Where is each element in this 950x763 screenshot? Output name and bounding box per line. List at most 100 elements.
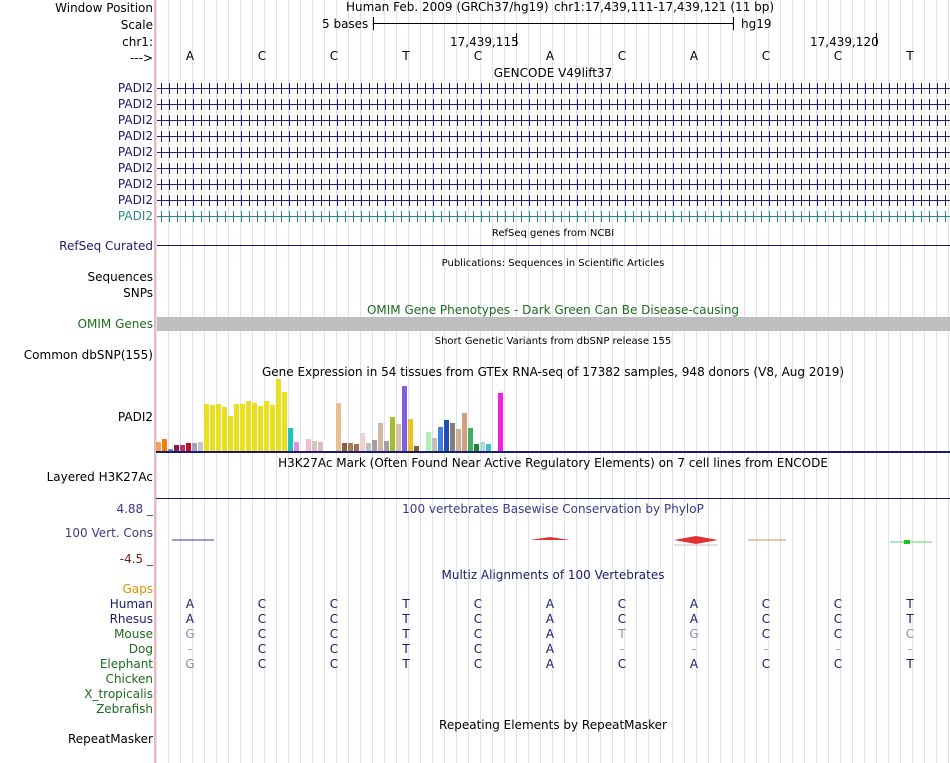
gtex-tissue-bar[interactable]: [438, 427, 443, 451]
gtex-tissue-bar[interactable]: [498, 393, 503, 451]
gtex-tissue-bar[interactable]: [234, 404, 239, 451]
gaps-label[interactable]: Gaps: [122, 582, 153, 596]
gtex-tissue-bar[interactable]: [426, 432, 431, 451]
gtex-tissue-bar[interactable]: [378, 423, 383, 451]
gtex-tissue-bar[interactable]: [444, 420, 449, 451]
h3k27ac-label[interactable]: Layered H3K27Ac: [46, 470, 153, 484]
gtex-tissue-bar[interactable]: [390, 417, 395, 451]
species-label[interactable]: Elephant: [99, 657, 153, 671]
gtex-tissue-bar[interactable]: [204, 404, 209, 451]
dbsnp-label[interactable]: Common dbSNP(155): [23, 348, 153, 362]
species-label[interactable]: Mouse: [114, 627, 153, 641]
phylop-label[interactable]: 100 Vert. Cons: [64, 526, 153, 540]
gtex-tissue-bar[interactable]: [258, 406, 263, 451]
gencode-transcript-label[interactable]: PADI2: [117, 161, 153, 175]
gtex-tissue-bar[interactable]: [336, 403, 341, 451]
species-label[interactable]: Rhesus: [109, 612, 153, 626]
gtex-tissue-bar[interactable]: [168, 449, 173, 451]
gtex-tissue-bar[interactable]: [492, 450, 497, 451]
gtex-tissue-bar[interactable]: [282, 392, 287, 451]
gtex-tissue-bar[interactable]: [270, 405, 275, 451]
gtex-tissue-bar[interactable]: [180, 445, 185, 451]
gtex-tissue-bar[interactable]: [312, 441, 317, 451]
gtex-tissue-bar[interactable]: [324, 440, 329, 451]
gencode-transcript-feature[interactable]: [157, 179, 950, 190]
refseq-title: RefSeq genes from NCBI: [491, 228, 615, 239]
gtex-tissue-bar[interactable]: [414, 446, 419, 451]
gencode-transcript-feature[interactable]: [157, 99, 950, 110]
gtex-tissue-bar[interactable]: [216, 404, 221, 451]
gencode-transcript-label[interactable]: PADI2: [117, 177, 153, 191]
gtex-tissue-bar[interactable]: [342, 443, 347, 451]
omim-label[interactable]: OMIM Genes: [77, 317, 153, 331]
gtex-bar-chart[interactable]: [156, 379, 950, 451]
gencode-transcript-label[interactable]: PADI2: [117, 193, 153, 207]
gtex-tissue-bar[interactable]: [366, 443, 371, 451]
label-track-divider: [154, 0, 156, 763]
gtex-tissue-bar[interactable]: [360, 433, 365, 451]
species-label[interactable]: Zebrafish: [96, 702, 153, 716]
gtex-tissue-bar[interactable]: [372, 440, 377, 451]
gtex-tissue-bar[interactable]: [246, 401, 251, 451]
gtex-tissue-bar[interactable]: [186, 443, 191, 451]
sequences-label[interactable]: Sequences: [87, 270, 153, 284]
gtex-tissue-bar[interactable]: [420, 450, 425, 451]
gtex-tissue-bar[interactable]: [294, 442, 299, 451]
gencode-transcript-feature[interactable]: [157, 163, 950, 174]
gtex-gene-label[interactable]: PADI2: [117, 410, 153, 424]
gtex-tissue-bar[interactable]: [300, 449, 305, 451]
gtex-tissue-bar[interactable]: [252, 403, 257, 451]
gtex-tissue-bar[interactable]: [486, 444, 491, 451]
gtex-tissue-bar[interactable]: [288, 428, 293, 451]
gtex-tissue-bar[interactable]: [432, 438, 437, 451]
gencode-transcript-feature[interactable]: [157, 211, 950, 222]
gencode-transcript-feature[interactable]: [157, 115, 950, 126]
species-label[interactable]: Dog: [128, 642, 153, 656]
gencode-transcript-label[interactable]: PADI2: [117, 145, 153, 159]
gtex-tissue-bar[interactable]: [156, 442, 161, 451]
refseq-label[interactable]: RefSeq Curated: [59, 239, 153, 253]
gencode-transcript-label[interactable]: PADI2: [117, 209, 153, 223]
gtex-tissue-bar[interactable]: [408, 419, 413, 451]
gencode-transcript-feature[interactable]: [157, 83, 950, 94]
gencode-transcript-label[interactable]: PADI2: [117, 129, 153, 143]
species-label[interactable]: Chicken: [105, 672, 153, 686]
gencode-transcript-feature[interactable]: [157, 131, 950, 142]
gtex-tissue-bar[interactable]: [210, 405, 215, 451]
gencode-transcript-label[interactable]: PADI2: [117, 113, 153, 127]
gtex-tissue-bar[interactable]: [222, 407, 227, 451]
gtex-tissue-bar[interactable]: [192, 443, 197, 451]
gtex-tissue-bar[interactable]: [306, 439, 311, 451]
gencode-transcript-label[interactable]: PADI2: [117, 81, 153, 95]
gtex-tissue-bar[interactable]: [462, 413, 467, 451]
gtex-tissue-bar[interactable]: [264, 401, 269, 451]
gtex-tissue-bar[interactable]: [396, 424, 401, 451]
gencode-transcript-feature[interactable]: [157, 195, 950, 206]
gtex-tissue-bar[interactable]: [384, 441, 389, 451]
gtex-tissue-bar[interactable]: [402, 386, 407, 451]
gtex-tissue-bar[interactable]: [480, 442, 485, 451]
phylop-graph[interactable]: [156, 530, 950, 550]
gtex-tissue-bar[interactable]: [162, 439, 167, 451]
gtex-tissue-bar[interactable]: [276, 379, 281, 451]
gtex-tissue-bar[interactable]: [240, 404, 245, 451]
gtex-tissue-bar[interactable]: [174, 445, 179, 451]
refseq-gene-line[interactable]: [157, 245, 950, 246]
gtex-tissue-bar[interactable]: [348, 443, 353, 451]
gtex-tissue-bar[interactable]: [228, 416, 233, 451]
gtex-tissue-bar[interactable]: [198, 442, 203, 451]
gencode-transcript-label[interactable]: PADI2: [117, 97, 153, 111]
species-label[interactable]: Human: [109, 597, 153, 611]
gencode-transcript-feature[interactable]: [157, 147, 950, 158]
species-label[interactable]: X_tropicalis: [84, 687, 153, 701]
gtex-tissue-bar[interactable]: [474, 444, 479, 451]
gtex-tissue-bar[interactable]: [450, 423, 455, 451]
gtex-tissue-bar[interactable]: [318, 442, 323, 451]
gtex-tissue-bar[interactable]: [354, 444, 359, 451]
snps-label[interactable]: SNPs: [123, 286, 153, 300]
repeatmasker-label[interactable]: RepeatMasker: [67, 732, 153, 746]
gtex-tissue-bar[interactable]: [456, 429, 461, 451]
gtex-tissue-bar[interactable]: [468, 428, 473, 451]
gtex-tissue-bar[interactable]: [330, 449, 335, 451]
omim-phenotype-bar[interactable]: [157, 317, 950, 331]
